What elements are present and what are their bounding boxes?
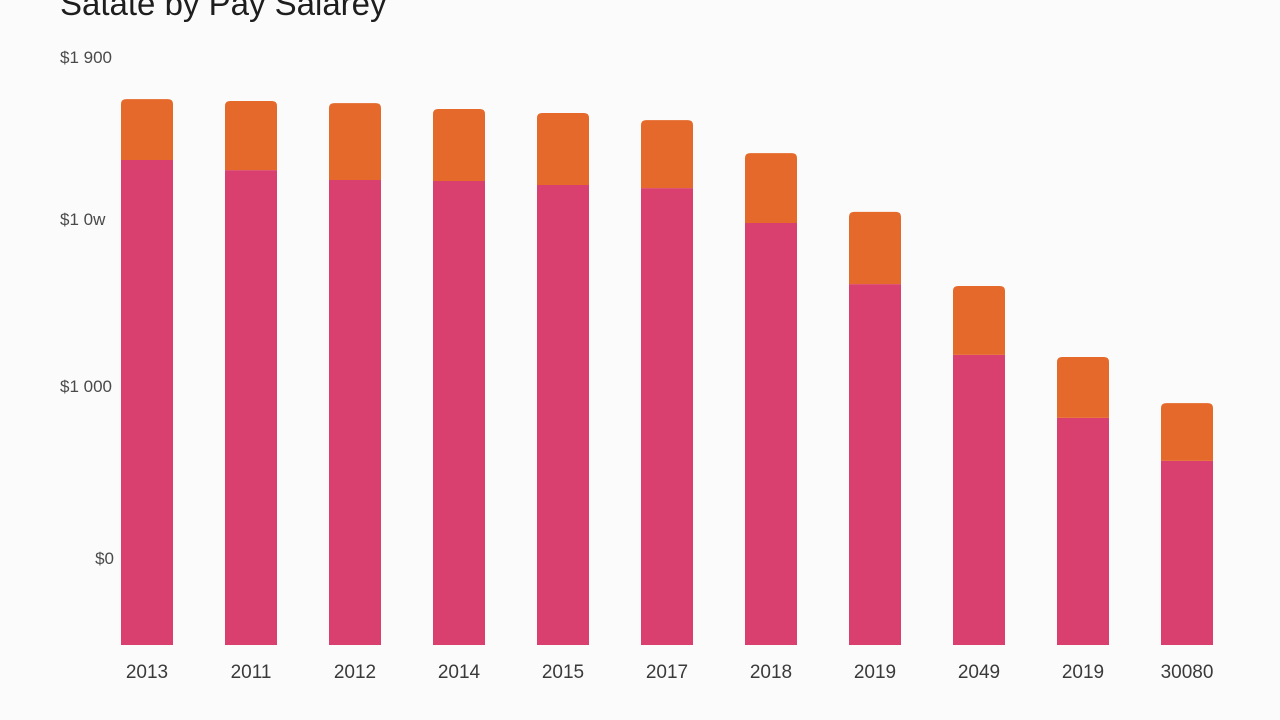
bar-segment-1-0 [225, 170, 277, 645]
y-tick-label: $1 0w [60, 210, 106, 229]
chart-title: Satate by Pay Salarey [60, 0, 387, 22]
x-tick-label: 2049 [958, 662, 1000, 683]
bar-segment-4-0 [537, 184, 589, 646]
bar-segment-4-1 [537, 112, 589, 185]
bar-segment-8-0 [953, 354, 1005, 645]
bar-segment-7-0 [849, 284, 901, 645]
x-tick-label: 2018 [750, 662, 792, 683]
bar-segment-1-1 [225, 100, 277, 171]
bar-segment-9-0 [1057, 417, 1109, 645]
bar-segment-5-0 [641, 188, 693, 646]
x-tick-label: 2012 [334, 662, 376, 683]
y-tick-label: $0 [95, 549, 114, 568]
bar-segment-9-1 [1057, 357, 1109, 418]
y-tick-label: $1 900 [60, 48, 112, 67]
bar-segment-2-0 [329, 180, 381, 645]
bar-segment-7-1 [849, 211, 901, 285]
x-tick-label: 2019 [1062, 662, 1104, 683]
x-tick-label: 2015 [542, 662, 584, 683]
bar-segment-3-0 [433, 180, 485, 645]
bar-segment-3-1 [433, 108, 485, 181]
y-tick-label: $1 000 [60, 377, 112, 396]
bar-segment-10-0 [1161, 460, 1213, 645]
x-tick-label: 2013 [126, 662, 168, 683]
x-tick-label: 30080 [1161, 662, 1214, 683]
x-tick-label: 2017 [646, 662, 688, 683]
x-tick-label: 2011 [231, 662, 272, 683]
bar-segment-0-0 [121, 159, 173, 645]
bar-segment-10-1 [1161, 403, 1213, 461]
bar-segment-8-1 [953, 286, 1005, 355]
bar-segment-5-1 [641, 120, 693, 189]
bar-segment-0-1 [121, 99, 173, 160]
bar-segment-2-1 [329, 103, 381, 181]
bar-segment-6-1 [745, 153, 797, 223]
bar-segment-6-0 [745, 222, 797, 645]
x-tick-label: 2014 [438, 662, 481, 683]
x-tick-label: 2019 [854, 662, 896, 683]
